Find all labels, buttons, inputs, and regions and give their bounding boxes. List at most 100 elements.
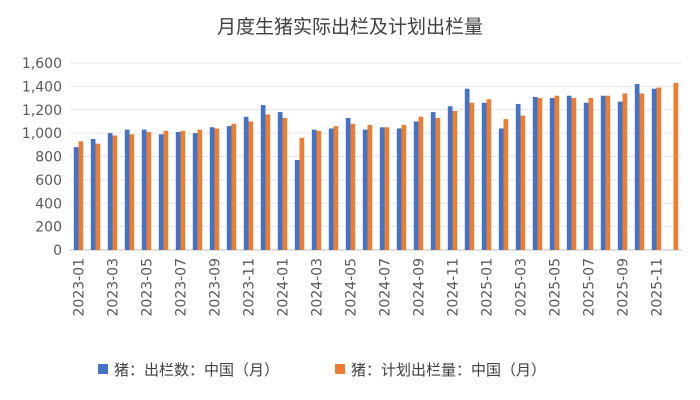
- bar-planned: [384, 127, 390, 250]
- x-tick-label: 2024-05: [344, 258, 360, 317]
- bar-actual: [243, 116, 249, 250]
- bar-planned: [418, 116, 424, 250]
- bar-actual: [481, 102, 487, 251]
- bar-actual: [209, 127, 215, 250]
- bar-planned: [469, 102, 475, 251]
- bar-planned: [435, 117, 441, 251]
- bar-planned: [163, 130, 169, 250]
- bar-planned: [350, 123, 356, 250]
- y-tick-label: 800: [35, 150, 62, 166]
- gridlines: [70, 62, 682, 251]
- x-tick-label: 2025-09: [616, 258, 632, 317]
- y-tick-label: 600: [35, 173, 62, 189]
- bar-planned: [95, 143, 101, 250]
- bar-actual: [345, 117, 351, 251]
- x-tick-label: 2023-07: [174, 258, 190, 317]
- chart-title: 月度生猪实际出栏及计划出栏量: [217, 16, 483, 38]
- bar-actual: [566, 95, 572, 250]
- legend-swatch-planned: [335, 364, 345, 374]
- bar-actual: [226, 126, 232, 250]
- bar-actual: [107, 133, 113, 251]
- bar-planned: [656, 87, 662, 250]
- bar-planned: [112, 135, 118, 250]
- bar-planned: [503, 119, 509, 250]
- y-tick-label: 1,000: [22, 126, 62, 142]
- bar-actual: [396, 128, 402, 250]
- x-tick-label: 2025-07: [582, 258, 598, 317]
- bar-planned: [248, 121, 254, 250]
- bar-actual: [651, 88, 657, 251]
- bar-planned: [537, 98, 543, 250]
- bar-actual: [498, 128, 504, 250]
- bar-planned: [129, 134, 135, 250]
- bar-planned: [571, 98, 577, 250]
- y-tick-label: 1,600: [22, 56, 62, 72]
- x-tick-label: 2024-07: [378, 258, 394, 317]
- y-tick-label: 200: [35, 220, 62, 236]
- x-axis: 2023-01 2023-03 2023-05 2023-07 2023-09 2023-…: [72, 258, 666, 317]
- bar-planned: [282, 117, 288, 251]
- legend: 猪：出栏数：中国（月） 猪：计划出栏量：中国（月）: [98, 361, 546, 379]
- x-tick-label: 2025-01: [480, 258, 496, 317]
- bar-actual: [430, 112, 436, 250]
- y-axis: 0 200 400 600 800 1,000 1,200 1,400 1,600: [22, 56, 62, 259]
- bar-planned: [554, 95, 560, 250]
- bar-actual: [447, 106, 453, 251]
- bar-planned: [401, 124, 407, 250]
- bar-actual: [90, 138, 96, 250]
- bar-actual: [600, 95, 606, 250]
- bar-actual: [362, 129, 368, 250]
- legend-label-actual: 猪：出栏数：中国（月）: [114, 361, 279, 379]
- x-tick-label: 2024-09: [412, 258, 428, 317]
- bar-planned: [316, 130, 322, 250]
- x-tick-label: 2023-05: [140, 258, 156, 317]
- x-tick-label: 2024-03: [310, 258, 326, 317]
- bar-actual: [328, 128, 334, 250]
- bar-planned: [146, 131, 152, 250]
- bar-actual: [158, 134, 164, 250]
- bar-planned: [588, 98, 594, 250]
- bar-actual: [464, 88, 470, 251]
- bar-actual: [634, 84, 640, 250]
- bar-planned: [197, 129, 203, 250]
- bar-actual: [294, 160, 300, 250]
- x-tick-label: 2024-11: [446, 258, 462, 317]
- x-tick-label: 2024-01: [276, 258, 292, 317]
- legend-swatch-actual: [98, 364, 108, 374]
- bar-planned: [265, 114, 271, 251]
- y-tick-label: 1,400: [22, 79, 62, 95]
- bar-actual: [141, 129, 147, 250]
- bar-planned: [78, 141, 84, 250]
- bar-planned: [639, 93, 645, 250]
- bar-actual: [515, 103, 521, 250]
- x-tick-label: 2023-01: [72, 258, 88, 317]
- x-tick-label: 2023-09: [208, 258, 224, 317]
- x-tick-label: 2023-11: [242, 258, 258, 317]
- y-tick-label: 0: [53, 243, 62, 259]
- bar-actual: [73, 147, 79, 250]
- bar-planned: [231, 123, 237, 250]
- x-tick-label: 2025-11: [650, 258, 666, 317]
- bar-actual: [175, 131, 181, 250]
- bar-actual: [413, 121, 419, 250]
- bar-planned: [520, 115, 526, 250]
- bar-actual: [277, 112, 283, 250]
- bar-planned: [333, 126, 339, 250]
- bar-planned: [673, 82, 679, 251]
- bar-planned: [299, 137, 305, 250]
- bar-planned: [622, 93, 628, 250]
- bar-actual: [192, 133, 198, 251]
- y-tick-label: 400: [35, 196, 62, 212]
- x-tick-label: 2023-03: [106, 258, 122, 317]
- bars: [73, 82, 679, 251]
- x-tick-label: 2025-05: [548, 258, 564, 317]
- bar-planned: [486, 99, 492, 250]
- bar-actual: [379, 127, 385, 250]
- legend-label-planned: 猪：计划出栏量：中国（月）: [351, 361, 546, 379]
- bar-planned: [214, 128, 220, 250]
- bar-planned: [452, 110, 458, 250]
- bar-planned: [605, 95, 611, 250]
- y-tick-label: 1,200: [22, 103, 62, 119]
- bar-actual: [583, 102, 589, 251]
